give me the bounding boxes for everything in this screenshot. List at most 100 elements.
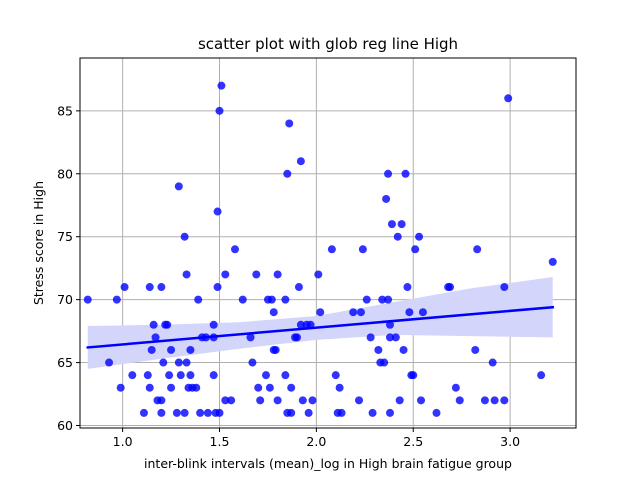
data-point: [215, 408, 224, 417]
data-point: [296, 320, 305, 329]
data-point: [252, 270, 261, 279]
data-point: [281, 371, 290, 380]
y-tick-label: 65: [57, 355, 73, 370]
data-point: [380, 358, 389, 367]
data-point: [182, 270, 191, 279]
data-point: [411, 245, 420, 254]
y-tick-label: 85: [57, 103, 73, 118]
data-point: [271, 345, 280, 354]
data-point: [196, 408, 205, 417]
data-point: [548, 257, 557, 266]
data-point: [172, 408, 181, 417]
x-axis-label: inter-blink intervals (mean)_log in High…: [144, 456, 512, 471]
data-point: [174, 182, 183, 191]
data-point: [368, 408, 377, 417]
data-point: [386, 333, 394, 342]
data-point: [490, 396, 499, 405]
data-point: [157, 283, 166, 292]
data-point: [165, 371, 174, 380]
y-tick-label: 80: [57, 166, 73, 181]
data-point: [294, 283, 303, 292]
confidence-band-area: [87, 276, 553, 369]
data-point: [293, 333, 301, 342]
x-tick-label: 1.5: [210, 434, 230, 449]
data-point: [217, 81, 226, 90]
data-point: [355, 396, 363, 405]
x-tick-label: 3.0: [500, 434, 520, 449]
data-point: [273, 270, 282, 279]
data-point: [455, 396, 464, 405]
data-point: [186, 371, 195, 380]
data-point: [246, 333, 255, 342]
data-point: [418, 308, 427, 317]
data-point: [415, 232, 424, 241]
data-point: [281, 295, 290, 304]
data-point: [403, 283, 412, 292]
data-point: [395, 396, 404, 405]
data-point: [446, 283, 455, 292]
data-point: [227, 396, 236, 405]
data-point: [120, 283, 129, 292]
data-point: [358, 245, 367, 254]
data-point: [386, 320, 394, 329]
data-point: [362, 295, 371, 304]
data-point: [384, 295, 393, 304]
data-point: [194, 295, 203, 304]
data-point: [378, 295, 387, 304]
data-point: [231, 245, 239, 254]
data-point: [254, 383, 263, 392]
data-point: [269, 308, 278, 317]
data-point: [176, 371, 185, 380]
regression-line: [86, 305, 555, 349]
data-point: [213, 207, 222, 216]
data-point: [209, 320, 218, 329]
data-point: [238, 295, 247, 304]
data-point: [316, 308, 325, 317]
data-point: [451, 383, 460, 392]
data-point: [397, 220, 406, 229]
data-point: [147, 345, 156, 354]
data-point: [256, 396, 265, 405]
y-axis-label: Stress score in High: [31, 181, 46, 305]
data-point: [180, 232, 189, 241]
data-point: [215, 106, 224, 115]
y-tick-label: 75: [57, 229, 73, 244]
data-point: [480, 396, 489, 405]
data-point: [298, 396, 307, 405]
data-point: [209, 371, 218, 380]
data-point: [488, 358, 497, 367]
data-point: [331, 371, 340, 380]
y-tick-label: 60: [57, 418, 73, 433]
chart-title: scatter plot with glob reg line High: [198, 35, 458, 53]
data-point: [287, 408, 296, 417]
data-point: [401, 169, 410, 178]
confidence-band: [87, 276, 553, 369]
data-point: [145, 383, 154, 392]
data-point: [203, 408, 212, 417]
data-point: [285, 119, 294, 128]
scatter-points: [83, 81, 557, 417]
y-tick-label: 70: [57, 292, 73, 307]
data-point: [139, 408, 148, 417]
axis-ticks: 1.0 1.5 2.0 2.5 3.0 60 65 70 75 80 85: [57, 103, 520, 449]
data-point: [267, 295, 276, 304]
data-point: [537, 371, 546, 380]
data-point: [473, 245, 482, 254]
data-point: [296, 157, 305, 166]
data-point: [163, 320, 172, 329]
data-point: [471, 345, 480, 354]
data-point: [308, 396, 317, 405]
data-point: [145, 283, 154, 292]
data-point: [128, 371, 137, 380]
data-point: [180, 408, 189, 417]
data-point: [393, 232, 402, 241]
data-point: [112, 295, 121, 304]
data-point: [417, 396, 425, 405]
data-point: [504, 94, 513, 103]
x-tick-label: 1.0: [113, 434, 133, 449]
regression-line-group: [86, 305, 555, 349]
data-point: [221, 396, 230, 405]
data-point: [116, 383, 125, 392]
data-point: [159, 358, 168, 367]
